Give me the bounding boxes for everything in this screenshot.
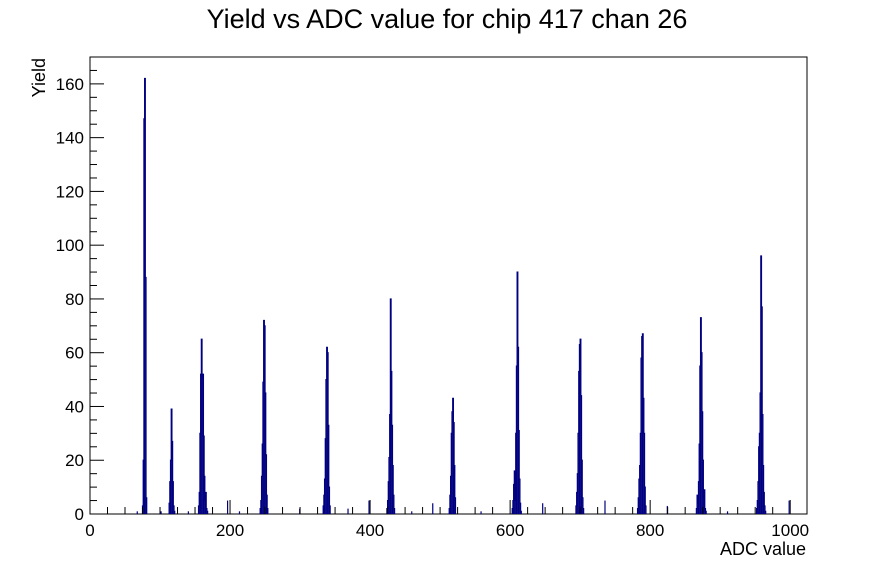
y-tick-label: 0 (75, 505, 84, 524)
x-tick-label: 400 (356, 521, 384, 540)
x-tick-label: 800 (636, 521, 664, 540)
y-tick-label: 80 (65, 290, 84, 309)
axes (89, 56, 791, 515)
x-tick-label: 0 (85, 521, 94, 540)
y-tick-label: 140 (56, 129, 84, 148)
chart-title: Yield vs ADC value for chip 417 chan 26 (207, 4, 688, 34)
x-axis-label: ADC value (720, 539, 806, 559)
x-tick-label: 600 (496, 521, 524, 540)
histogram-bars (136, 77, 790, 514)
y-tick-label: 20 (65, 451, 84, 470)
tick-labels: 0 200 400 600 800 1000 0 20 40 60 80 100 120 140 160 (56, 75, 809, 540)
y-tick-label: 60 (65, 344, 84, 363)
x-tick-label: 1000 (771, 521, 809, 540)
x-tick-label: 200 (216, 521, 244, 540)
y-tick-label: 120 (56, 182, 84, 201)
y-axis-label: Yield (29, 58, 49, 97)
y-tick-label: 40 (65, 397, 84, 416)
y-tick-label: 100 (56, 236, 84, 255)
y-tick-label: 160 (56, 75, 84, 94)
